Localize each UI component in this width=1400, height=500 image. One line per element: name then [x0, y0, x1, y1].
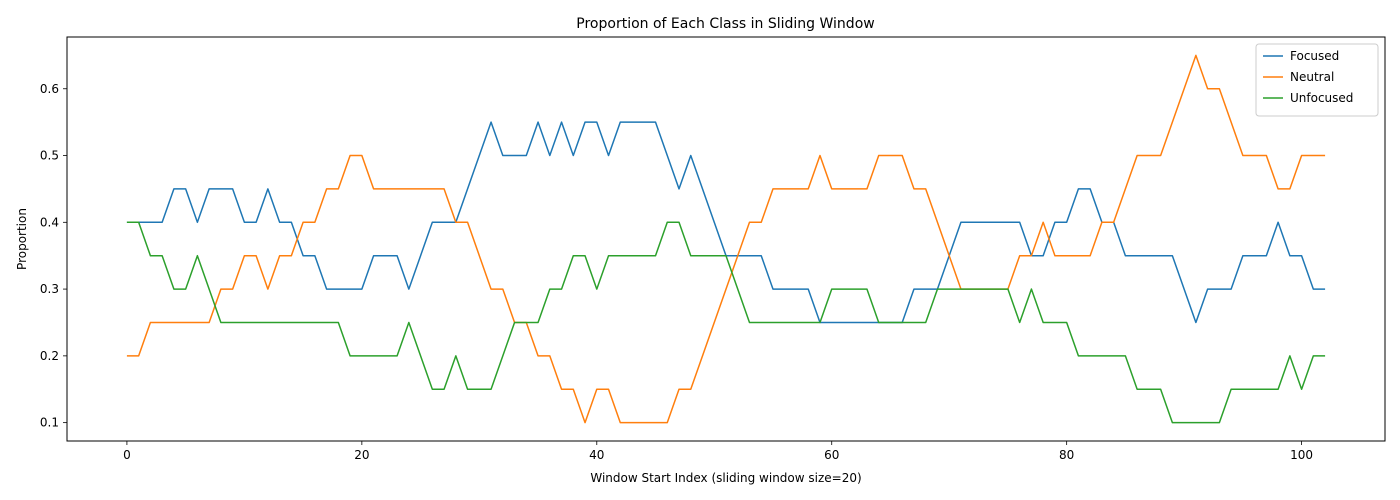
legend-label-unfocused: Unfocused	[1290, 91, 1353, 105]
chart-title: Proportion of Each Class in Sliding Wind…	[576, 16, 874, 32]
y-tick-label: 0.1	[40, 416, 59, 430]
x-tick-label: 100	[1290, 448, 1313, 462]
x-tick-label: 80	[1059, 448, 1074, 462]
y-axis-label: Proportion	[15, 208, 29, 270]
y-tick-label: 0.3	[40, 282, 59, 296]
x-tick-label: 40	[589, 448, 604, 462]
y-tick-label: 0.5	[40, 149, 59, 163]
plot-lines	[126, 54, 1326, 424]
series-line-unfocused	[126, 221, 1326, 424]
x-tick-label: 0	[123, 448, 131, 462]
series-line-neutral	[126, 54, 1326, 424]
legend-label-focused: Focused	[1290, 49, 1339, 63]
y-tick-label: 0.2	[40, 349, 59, 363]
x-axis-label: Window Start Index (sliding window size=…	[590, 471, 861, 485]
x-axis-ticks: 0 20 40 60 80 100	[123, 441, 1313, 462]
legend: Focused Neutral Unfocused	[1255, 43, 1379, 117]
legend-label-neutral: Neutral	[1290, 70, 1334, 84]
x-tick-label: 20	[354, 448, 369, 462]
x-tick-label: 60	[824, 448, 839, 462]
y-tick-label: 0.4	[40, 215, 59, 229]
y-axis-ticks: 0.1 0.2 0.3 0.4 0.5 0.6	[40, 82, 67, 430]
y-tick-label: 0.6	[40, 82, 59, 96]
plot-area-frame	[66, 36, 1386, 442]
legend-frame	[1255, 43, 1379, 117]
